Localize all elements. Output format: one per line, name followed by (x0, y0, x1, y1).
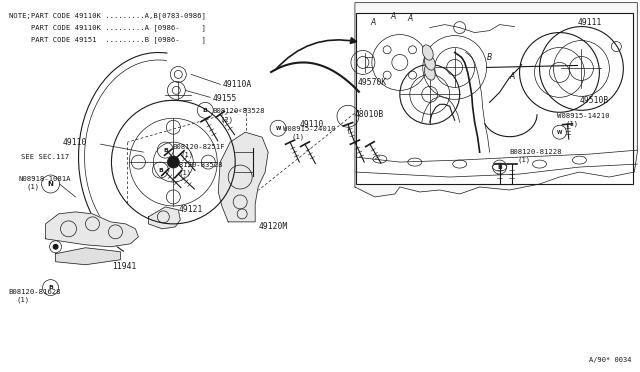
Text: 49110: 49110 (300, 120, 324, 129)
Text: (1): (1) (518, 157, 531, 163)
Text: B: B (48, 285, 53, 290)
Text: B08120-81628: B08120-81628 (9, 289, 61, 295)
Polygon shape (56, 248, 120, 265)
Text: NOTE;PART CODE 49110K .........A,B[0783-0986]: NOTE;PART CODE 49110K .........A,B[0783-… (9, 13, 205, 19)
Text: W: W (275, 126, 281, 131)
Text: 49121: 49121 (179, 205, 203, 214)
Text: B: B (203, 108, 208, 113)
Text: 49111: 49111 (577, 18, 602, 27)
Text: (1): (1) (180, 152, 193, 158)
Polygon shape (355, 3, 637, 197)
Text: (1): (1) (566, 121, 579, 128)
Text: 11941: 11941 (113, 262, 137, 271)
Text: 49110: 49110 (63, 138, 87, 147)
Text: 49155: 49155 (212, 94, 237, 103)
Text: (1): (1) (27, 184, 40, 190)
Text: B: B (158, 167, 163, 173)
Ellipse shape (424, 65, 435, 80)
Polygon shape (218, 132, 268, 222)
Text: 49120M: 49120M (258, 222, 287, 231)
Text: (2): (2) (220, 116, 234, 122)
Text: PART CODE 49110K .........A [0986-     ]: PART CODE 49110K .........A [0986- ] (9, 25, 205, 31)
Ellipse shape (424, 55, 435, 70)
Text: B08120-8251F: B08120-8251F (172, 144, 225, 150)
Text: W08915-24010: W08915-24010 (283, 126, 335, 132)
Text: W08915-14210: W08915-14210 (557, 113, 610, 119)
Text: (1): (1) (17, 296, 30, 303)
Text: B: B (497, 164, 502, 170)
Circle shape (52, 244, 59, 250)
Text: SEE SEC.117: SEE SEC.117 (20, 154, 68, 160)
Bar (356, 13, 634, 184)
Text: B08120-81228: B08120-81228 (509, 149, 562, 155)
Text: A: A (390, 12, 396, 21)
Text: (1): (1) (291, 134, 304, 141)
Text: 49510B: 49510B (579, 96, 609, 105)
Text: 49570K: 49570K (358, 78, 387, 87)
Text: 48010B: 48010B (355, 110, 384, 119)
Polygon shape (45, 212, 138, 247)
Text: B: B (163, 148, 168, 153)
Text: A/90* 0034: A/90* 0034 (589, 357, 631, 363)
Text: (1): (1) (179, 170, 191, 176)
Text: B08120-83528: B08120-83528 (170, 162, 223, 168)
Circle shape (167, 156, 179, 168)
Text: B08120-83528: B08120-83528 (212, 108, 265, 114)
Text: 49110A: 49110A (222, 80, 252, 89)
Text: N08918-1081A: N08918-1081A (19, 176, 71, 182)
Text: A: A (407, 14, 412, 23)
Polygon shape (148, 207, 180, 229)
Text: A: A (371, 18, 376, 27)
Text: B: B (487, 53, 492, 62)
Ellipse shape (422, 45, 433, 60)
Text: A: A (509, 72, 514, 81)
Text: W: W (557, 130, 562, 135)
Text: N: N (47, 181, 54, 187)
Text: PART CODE 49151  .........B [0986-     ]: PART CODE 49151 .........B [0986- ] (9, 36, 205, 43)
